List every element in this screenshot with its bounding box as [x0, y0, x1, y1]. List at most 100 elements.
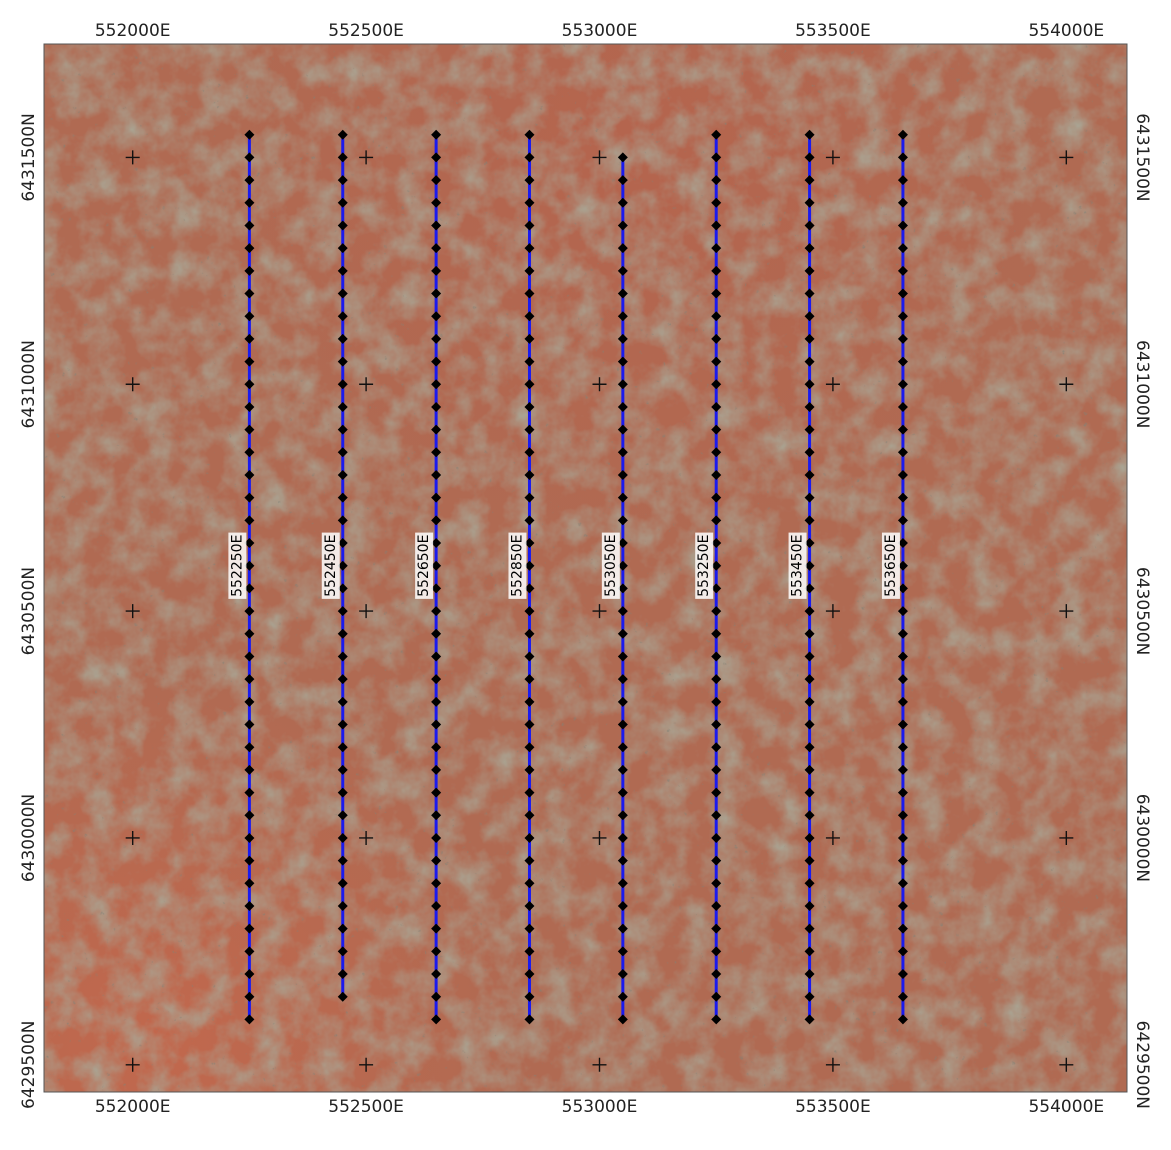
station-marker-icon	[804, 1014, 815, 1025]
station-marker-icon	[804, 674, 815, 685]
station-marker-icon	[897, 152, 908, 163]
station-marker-icon	[244, 742, 255, 753]
station-marker-icon	[897, 583, 908, 594]
station-marker-icon	[431, 538, 442, 549]
station-marker-icon	[617, 356, 628, 367]
station-marker-icon	[337, 651, 348, 662]
station-marker-icon	[244, 878, 255, 889]
station-marker-icon	[617, 265, 628, 276]
satellite-imagery	[44, 44, 1127, 1092]
station-marker-icon	[244, 401, 255, 412]
station-marker-icon	[431, 628, 442, 639]
station-marker-icon	[431, 175, 442, 186]
station-marker-icon	[804, 356, 815, 367]
station-marker-icon	[524, 288, 535, 299]
station-marker-icon	[711, 401, 722, 412]
station-marker-icon	[617, 333, 628, 344]
station-marker-icon	[897, 719, 908, 730]
station-marker-icon	[711, 356, 722, 367]
easting-label-top: 553000E	[562, 21, 638, 41]
station-marker-icon	[711, 175, 722, 186]
station-marker-icon	[897, 538, 908, 549]
station-marker-icon	[897, 447, 908, 458]
map-border	[43, 43, 1128, 1093]
station-marker-icon	[337, 447, 348, 458]
station-marker-icon	[804, 152, 815, 163]
station-marker-icon	[244, 129, 255, 140]
station-marker-icon	[711, 129, 722, 140]
station-marker-icon	[711, 1014, 722, 1025]
station-marker-icon	[244, 220, 255, 231]
station-marker-icon	[524, 175, 535, 186]
station-marker-icon	[524, 606, 535, 617]
survey-line-label-text: 552850E	[509, 535, 525, 597]
grid-cross-icon	[825, 150, 840, 165]
station-marker-icon	[617, 220, 628, 231]
station-marker-icon	[804, 333, 815, 344]
grid-cross-icon	[592, 1057, 607, 1072]
station-marker-icon	[524, 333, 535, 344]
northing-label-right: 6431000N	[1132, 340, 1152, 428]
northing-label-right: 6431500N	[1132, 113, 1152, 201]
station-marker-icon	[431, 288, 442, 299]
survey-line-553450E: 553450E	[788, 129, 815, 1025]
station-marker-icon	[897, 243, 908, 254]
northing-label-left: 6429500N	[19, 1021, 39, 1109]
station-marker-icon	[524, 401, 535, 412]
station-marker-icon	[617, 674, 628, 685]
station-marker-icon	[897, 606, 908, 617]
station-marker-icon	[711, 333, 722, 344]
station-marker-icon	[244, 311, 255, 322]
station-marker-icon	[244, 946, 255, 957]
station-marker-icon	[617, 651, 628, 662]
station-marker-icon	[804, 583, 815, 594]
station-marker-icon	[711, 220, 722, 231]
station-marker-icon	[337, 878, 348, 889]
station-marker-icon	[337, 674, 348, 685]
station-marker-icon	[897, 878, 908, 889]
station-marker-icon	[244, 379, 255, 390]
station-marker-icon	[244, 628, 255, 639]
survey-line-label-text: 553650E	[883, 535, 899, 597]
northing-label-right: 6430500N	[1132, 567, 1152, 655]
grid-cross-icon	[359, 1057, 374, 1072]
easting-label-bottom: 554000E	[1028, 1097, 1104, 1117]
station-marker-icon	[431, 560, 442, 571]
station-marker-icon	[337, 515, 348, 526]
survey-line-label-bg	[415, 532, 434, 599]
station-marker-icon	[804, 764, 815, 775]
station-marker-icon	[431, 696, 442, 707]
station-marker-icon	[711, 719, 722, 730]
station-marker-icon	[804, 651, 815, 662]
station-marker-icon	[244, 651, 255, 662]
survey-line-label: 553650E	[881, 532, 900, 599]
station-marker-icon	[897, 175, 908, 186]
station-marker-icon	[524, 197, 535, 208]
station-marker-icon	[711, 583, 722, 594]
station-marker-icon	[804, 787, 815, 798]
station-marker-icon	[431, 832, 442, 843]
survey-line-label: 552250E	[228, 532, 247, 599]
easting-label-top: 552500E	[328, 21, 404, 41]
station-marker-icon	[244, 764, 255, 775]
station-marker-icon	[244, 991, 255, 1002]
station-marker-icon	[337, 152, 348, 163]
station-marker-icon	[431, 152, 442, 163]
survey-line-label-text: 552650E	[416, 535, 432, 597]
station-marker-icon	[711, 560, 722, 571]
station-marker-icon	[617, 583, 628, 594]
station-marker-icon	[897, 469, 908, 480]
station-marker-icon	[337, 197, 348, 208]
station-marker-icon	[897, 288, 908, 299]
station-marker-icon	[244, 265, 255, 276]
station-marker-icon	[431, 946, 442, 957]
station-marker-icon	[244, 515, 255, 526]
station-marker-icon	[431, 855, 442, 866]
survey-line-553650E: 553650E	[881, 129, 908, 1025]
northing-label-left: 6431000N	[19, 340, 39, 428]
station-marker-icon	[897, 197, 908, 208]
station-marker-icon	[711, 832, 722, 843]
station-marker-icon	[617, 1014, 628, 1025]
easting-label-top: 554000E	[1028, 21, 1104, 41]
